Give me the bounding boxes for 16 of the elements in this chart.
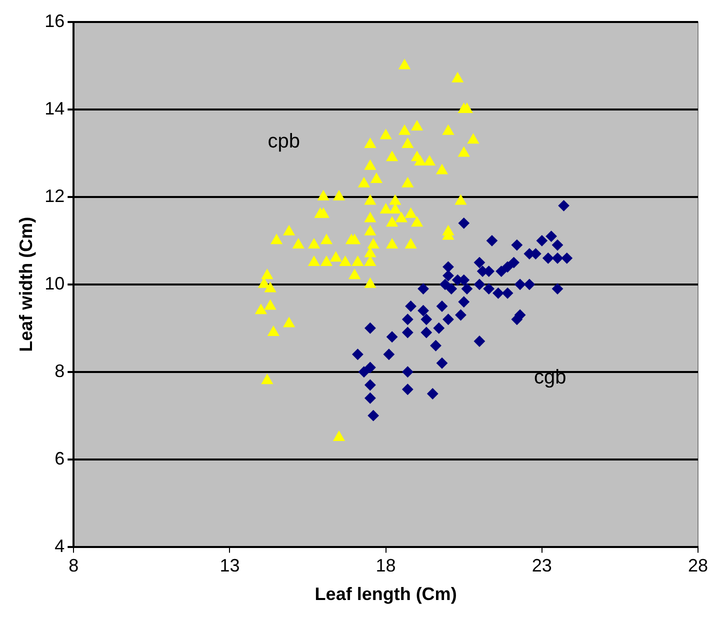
- x-tick-label: 28: [688, 556, 708, 576]
- y-tick-label: 6: [54, 448, 65, 468]
- x-tick-label: 18: [376, 556, 396, 576]
- text: cpb: [268, 130, 300, 153]
- x-tick-label: 8: [68, 556, 79, 576]
- y-tick-label: 10: [44, 273, 65, 294]
- x-tick-label: 13: [220, 556, 240, 576]
- y-tick-label: 16: [44, 10, 65, 31]
- y-tick-label: 14: [44, 98, 65, 118]
- y-tick-label: 8: [54, 360, 65, 381]
- x-tick-label: 23: [532, 556, 552, 576]
- x-axis-title: Leaf length (Cm): [314, 584, 457, 604]
- y-axis-title: Leaf width (Cm): [16, 216, 36, 352]
- y-tick-label: 12: [44, 186, 65, 206]
- text: cgb: [534, 366, 566, 389]
- y-tick-label: 4: [54, 536, 65, 556]
